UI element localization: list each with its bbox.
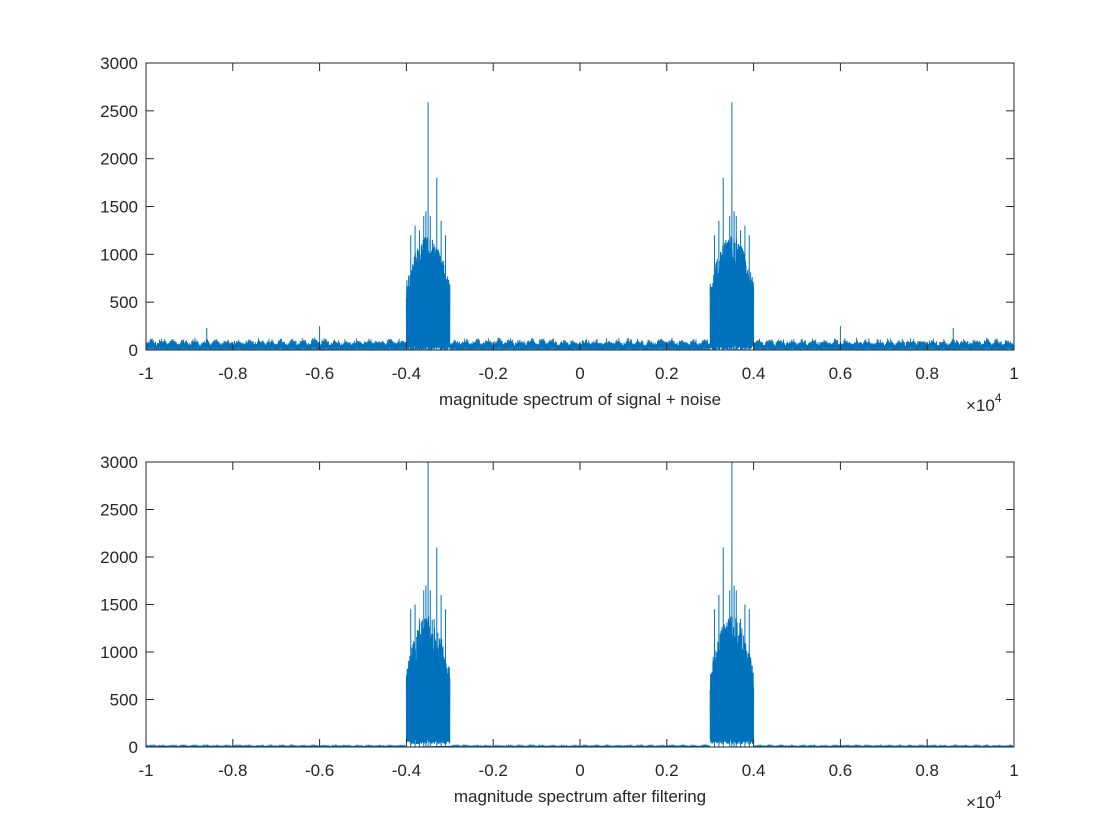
axes-frame <box>145 62 1015 351</box>
x-tick-label: -1 <box>138 364 153 383</box>
y-tick-label: 0 <box>129 341 138 360</box>
axis-ticks: -1 -0.8 -0.6 -0.4 -0.2 0 0.2 0.4 0.6 0.8 1 0 500 1000… <box>100 453 1019 780</box>
x-axis-exponent: ×104 <box>966 788 1002 812</box>
y-tick-label: 500 <box>110 691 138 710</box>
axis-ticks: -1 -0.8 -0.6 -0.4 -0.2 0 0.2 0.4 0.6 0.8 1 0 500 1000… <box>100 54 1019 383</box>
x-axis-exponent-power: 4 <box>995 788 1002 802</box>
x-tick-label: 0.6 <box>829 364 853 383</box>
y-tick-label: 1000 <box>100 245 138 264</box>
spectrum-signal-noise-axes: -1 -0.8 -0.6 -0.4 -0.2 0 0.2 0.4 0.6 0.8 1 0 500 1000… <box>100 54 1019 415</box>
x-tick-label: -0.8 <box>218 761 247 780</box>
y-tick-label: 3000 <box>100 54 138 73</box>
x-tick-label: 0.4 <box>742 761 766 780</box>
y-tick-label: 2500 <box>100 102 138 121</box>
x-tick-label: 0.4 <box>742 364 766 383</box>
x-axis-label: magnitude spectrum after filtering <box>454 787 706 806</box>
x-axis-exponent: ×104 <box>966 391 1002 415</box>
x-axis-exponent-power: 4 <box>995 391 1002 405</box>
y-tick-label: 2000 <box>100 548 138 567</box>
y-tick-label: 1500 <box>100 596 138 615</box>
x-tick-label: 0.2 <box>655 364 679 383</box>
spectrum-filtered-axes: -1 -0.8 -0.6 -0.4 -0.2 0 0.2 0.4 0.6 0.8 1 0 500 1000… <box>100 453 1019 812</box>
y-tick-label: 2500 <box>100 501 138 520</box>
y-tick-label: 1000 <box>100 643 138 662</box>
y-tick-label: 1500 <box>100 198 138 217</box>
x-tick-label: 1 <box>1009 364 1018 383</box>
x-tick-label: -0.2 <box>479 364 508 383</box>
x-tick-label: 0.8 <box>915 761 939 780</box>
plot-area <box>146 102 1014 350</box>
y-tick-label: 3000 <box>100 453 138 472</box>
x-tick-label: 0.2 <box>655 761 679 780</box>
x-tick-label: 0.6 <box>829 761 853 780</box>
x-axis-exponent-base: ×10 <box>966 396 995 415</box>
x-axis-exponent-base: ×10 <box>966 793 995 812</box>
x-tick-label: -0.4 <box>392 364 421 383</box>
plot-area <box>146 462 1014 747</box>
x-tick-label: 1 <box>1009 761 1018 780</box>
x-axis-label: magnitude spectrum of signal + noise <box>439 390 721 409</box>
axes-frame <box>145 461 1015 748</box>
x-tick-label: 0 <box>575 761 584 780</box>
y-tick-label: 500 <box>110 293 138 312</box>
y-tick-label: 2000 <box>100 150 138 169</box>
x-tick-label: -0.8 <box>218 364 247 383</box>
x-tick-label: 0.8 <box>915 364 939 383</box>
x-tick-label: -0.2 <box>479 761 508 780</box>
x-tick-label: -0.6 <box>305 761 334 780</box>
x-tick-label: 0 <box>575 364 584 383</box>
x-tick-label: -0.4 <box>392 761 421 780</box>
y-tick-label: 0 <box>129 738 138 757</box>
x-tick-label: -0.6 <box>305 364 334 383</box>
x-tick-label: -1 <box>138 761 153 780</box>
